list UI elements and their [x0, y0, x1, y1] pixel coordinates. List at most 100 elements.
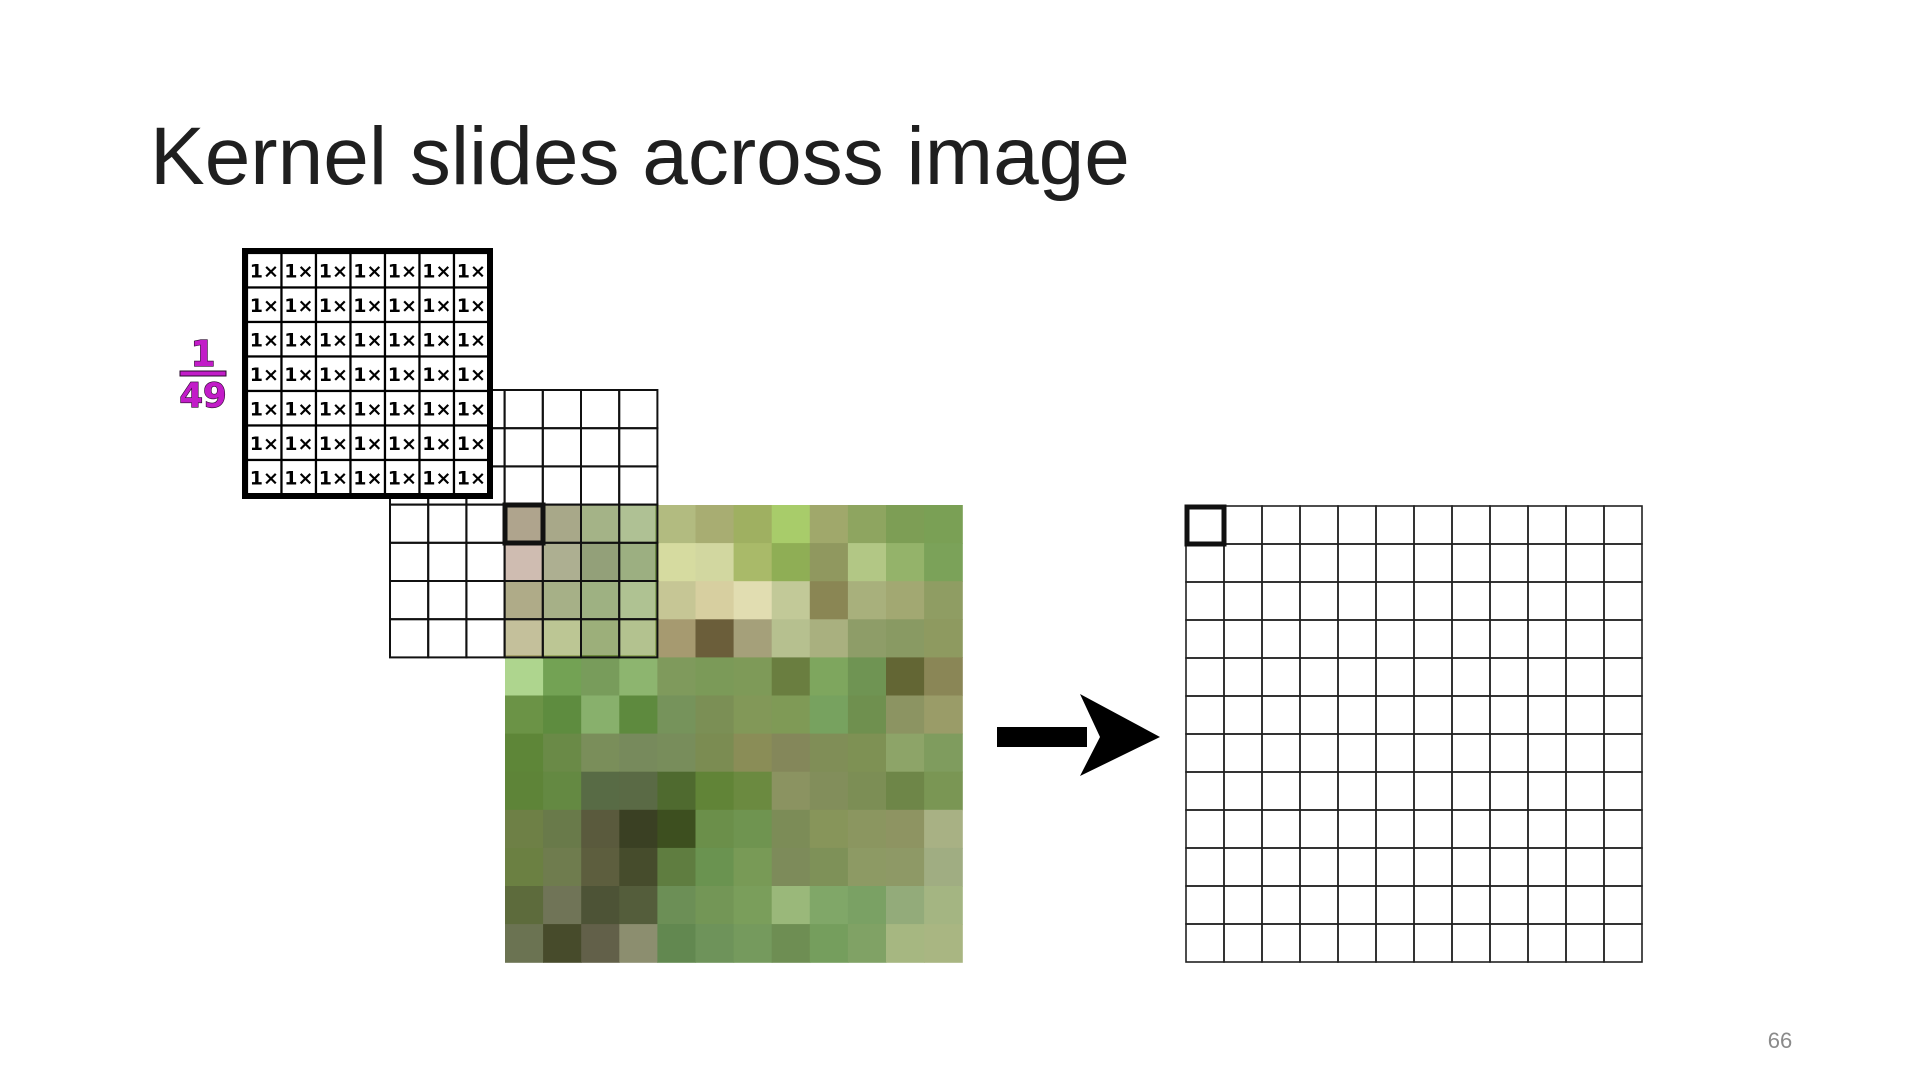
image-pixel — [695, 771, 735, 811]
image-pixel — [695, 886, 735, 925]
output-cell — [1261, 771, 1301, 811]
image-pixel — [886, 505, 925, 544]
image-pixel — [543, 505, 582, 544]
output-cell — [1299, 847, 1339, 887]
kernel-cell-label: 1× — [353, 398, 382, 420]
output-cell — [1185, 695, 1225, 735]
kernel-cell-label: 1× — [319, 433, 348, 455]
image-pixel — [733, 581, 773, 620]
image-pixel — [657, 695, 697, 735]
output-cell — [1413, 885, 1453, 925]
output-cell — [1451, 923, 1491, 963]
output-cell — [1413, 733, 1453, 773]
output-cell — [1337, 619, 1377, 659]
output-cell — [1565, 543, 1605, 583]
kernel-cell-label: 1× — [388, 433, 417, 455]
output-cell — [1565, 581, 1605, 621]
output-cell — [1565, 771, 1605, 811]
image-pixel — [619, 581, 658, 620]
output-cell — [1527, 847, 1567, 887]
output-cell — [1451, 809, 1491, 849]
image-pixel — [695, 619, 735, 658]
kernel-cell-label: 1× — [388, 467, 417, 489]
output-cell — [1223, 771, 1263, 811]
output-cell — [1451, 695, 1491, 735]
kernel-cell-label: 1× — [422, 295, 451, 317]
image-pixel — [581, 619, 620, 658]
image-pixel — [886, 657, 925, 697]
output-cell — [1337, 695, 1377, 735]
output-cell — [1337, 847, 1377, 887]
kernel-cell — [452, 458, 490, 496]
kernel-cell-label: 1× — [250, 433, 279, 455]
output-cell — [1375, 809, 1415, 849]
output-cell — [1261, 505, 1301, 545]
output-cell — [1299, 619, 1339, 659]
output-cell — [1185, 885, 1225, 925]
image-pixel — [924, 771, 963, 811]
image-pixel — [809, 847, 849, 887]
image-pixel — [619, 886, 658, 925]
output-cell — [1299, 771, 1339, 811]
kernel-cell-label: 1× — [457, 398, 486, 420]
kernel-cell-label: 1× — [457, 467, 486, 489]
output-cell — [1299, 885, 1339, 925]
output-cell — [1527, 771, 1567, 811]
output-cell — [1603, 657, 1643, 697]
kernel-cell-label: 1× — [284, 364, 313, 386]
image-pixel — [809, 657, 849, 697]
output-cell — [1375, 581, 1415, 621]
output-cell — [1299, 543, 1339, 583]
output-cell — [1451, 733, 1491, 773]
image-pixel — [695, 924, 735, 963]
output-cell — [1413, 695, 1453, 735]
image-pixel — [886, 924, 925, 963]
kernel-cell — [452, 251, 490, 289]
kernel-cell-label: 1× — [250, 467, 279, 489]
kernel-cell-label: 1× — [457, 329, 486, 351]
image-pixel — [809, 581, 849, 620]
kernel-cell-label: 1× — [250, 398, 279, 420]
output-cell — [1337, 733, 1377, 773]
output-cell — [1223, 885, 1263, 925]
image-pixel — [733, 543, 773, 582]
output-cell — [1261, 847, 1301, 887]
output-cell — [1413, 923, 1453, 963]
kernel-cell-label: 1× — [250, 295, 279, 317]
image-pixel — [505, 619, 544, 658]
image-pixel — [657, 543, 697, 582]
kernel-cell-label: 1× — [457, 364, 486, 386]
kernel-cell-label: 1× — [388, 329, 417, 351]
image-pixel — [924, 847, 963, 887]
image-pixel — [505, 505, 544, 544]
output-cell — [1527, 581, 1567, 621]
output-cell — [1603, 885, 1643, 925]
kernel-cell — [314, 458, 352, 496]
fraction-bar — [179, 370, 227, 377]
kernel-cell — [280, 320, 318, 358]
image-pixel — [505, 809, 544, 849]
right-arrow-icon — [997, 694, 1160, 776]
output-cell — [1337, 923, 1377, 963]
output-cell — [1261, 657, 1301, 697]
kernel-cell — [280, 424, 318, 462]
output-cell — [1565, 505, 1605, 545]
output-cell — [1337, 809, 1377, 849]
image-pixel — [886, 733, 925, 773]
output-cell — [1565, 809, 1605, 849]
kernel-cell — [383, 424, 421, 462]
image-pixel — [809, 924, 849, 963]
kernel-cell-label: 1× — [422, 467, 451, 489]
kernel-cell-label: 1× — [457, 260, 486, 282]
output-cell — [1299, 923, 1339, 963]
kernel-scale-fraction: 1 49 — [179, 333, 228, 416]
image-pixel — [924, 581, 963, 620]
output-cell — [1261, 733, 1301, 773]
output-grid — [1185, 505, 1643, 963]
image-pixel — [771, 657, 811, 697]
image-pixel — [695, 847, 735, 887]
input-image — [505, 505, 963, 963]
image-pixel — [657, 809, 697, 849]
output-cell — [1603, 847, 1643, 887]
image-pixel — [733, 886, 773, 925]
